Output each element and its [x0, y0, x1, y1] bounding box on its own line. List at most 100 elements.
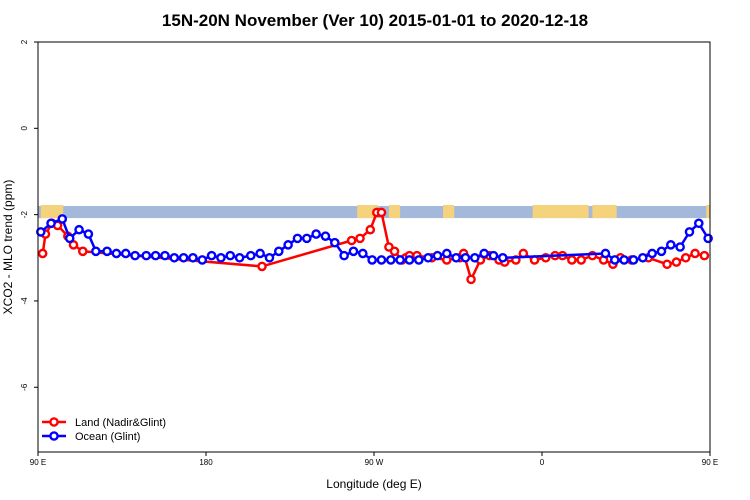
data-point	[74, 224, 84, 235]
data-point	[348, 246, 359, 257]
x-tick-label: 90 E	[702, 458, 718, 467]
data-point	[690, 248, 700, 259]
data-point	[150, 250, 161, 261]
data-point	[78, 246, 88, 257]
data-point	[329, 237, 340, 248]
data-point	[684, 227, 695, 237]
data-point	[169, 252, 180, 263]
x-tick-label: 0	[540, 458, 545, 467]
land-patch	[532, 205, 589, 219]
data-point	[57, 214, 68, 224]
data-point	[432, 250, 443, 261]
data-point	[395, 255, 405, 265]
data-point	[441, 248, 452, 259]
data-point	[160, 250, 170, 261]
data-point	[610, 255, 620, 265]
data-point	[36, 227, 46, 237]
data-point	[423, 252, 433, 263]
data-point	[479, 248, 489, 259]
data-point	[699, 250, 710, 261]
y-tick-label: 0	[20, 126, 29, 131]
data-point	[376, 207, 387, 218]
data-point	[64, 233, 75, 244]
data-point	[680, 252, 691, 263]
data-point	[311, 229, 321, 239]
data-point	[255, 248, 265, 259]
data-point	[46, 218, 56, 229]
data-point	[376, 255, 387, 265]
data-point	[638, 252, 648, 263]
series-ocean	[36, 214, 713, 265]
land-patch	[706, 205, 710, 219]
x-tick-label: 180	[199, 458, 213, 467]
data-point	[257, 261, 267, 272]
legend-marker	[49, 431, 59, 441]
data-point	[671, 257, 682, 267]
data-point	[355, 233, 365, 244]
data-point	[451, 252, 461, 263]
data-point	[675, 242, 685, 252]
legend-marker	[49, 417, 59, 427]
data-point	[365, 224, 376, 235]
data-point	[206, 250, 217, 261]
data-point	[273, 246, 284, 257]
data-point	[83, 229, 94, 239]
data-point	[197, 255, 208, 265]
data-point	[216, 252, 226, 263]
legend: Land (Nadir&Glint) Ocean (Glint)	[42, 417, 166, 443]
data-point	[301, 233, 312, 244]
data-point	[283, 240, 293, 250]
x-axis-label: Longitude (deg E)	[326, 477, 421, 491]
land-patch	[357, 205, 378, 219]
data-point	[234, 252, 245, 263]
series-land	[37, 207, 710, 285]
data-point	[497, 252, 508, 263]
land-patch	[40, 205, 64, 219]
data-point	[469, 252, 480, 263]
data-point	[141, 250, 152, 261]
data-point	[619, 255, 629, 265]
series-layer	[36, 207, 713, 285]
chart-title: 15N-20N November (Ver 10) 2015-01-01 to …	[162, 11, 588, 30]
y-tick-label: -6	[20, 383, 29, 391]
land-patch	[443, 205, 455, 219]
legend-label: Ocean (Glint)	[75, 431, 140, 443]
data-point	[488, 250, 499, 261]
data-point	[102, 246, 112, 257]
y-tick-label: -4	[20, 297, 29, 305]
data-point	[320, 231, 331, 242]
legend-label: Land (Nadir&Glint)	[75, 417, 166, 429]
data-point	[245, 250, 256, 261]
y-tick-label: 2	[20, 39, 29, 44]
data-point	[460, 252, 471, 263]
data-point	[694, 218, 704, 229]
data-point	[600, 248, 611, 259]
data-point	[225, 250, 236, 261]
data-point	[576, 255, 587, 265]
land-patch	[592, 205, 617, 219]
data-point	[264, 252, 275, 263]
data-point	[389, 246, 400, 257]
data-point	[567, 255, 577, 265]
land-patch	[388, 205, 401, 219]
data-point	[120, 248, 131, 259]
y-tick-label: -2	[20, 211, 29, 219]
data-point	[111, 248, 122, 259]
data-point	[628, 255, 639, 265]
data-point	[346, 235, 357, 246]
data-point	[662, 259, 672, 270]
data-point	[404, 255, 415, 265]
data-point	[357, 248, 368, 259]
plot-frame	[37, 41, 711, 453]
data-point	[466, 274, 476, 285]
x-tick-label: 90 E	[30, 458, 46, 467]
y-axis-label: XCO2 - MLO trend (ppm)	[1, 180, 15, 315]
data-point	[367, 255, 377, 265]
data-point	[703, 233, 713, 244]
data-point	[130, 250, 140, 261]
data-point	[188, 252, 198, 263]
data-point	[385, 255, 396, 265]
x-tick-label: 90 W	[365, 458, 384, 467]
data-point	[178, 252, 189, 263]
